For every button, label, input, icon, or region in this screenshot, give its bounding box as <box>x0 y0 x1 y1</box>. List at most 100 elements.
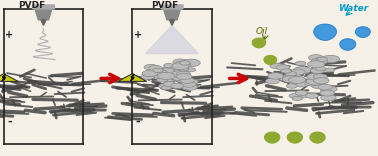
Circle shape <box>161 86 171 90</box>
Circle shape <box>278 75 291 81</box>
Circle shape <box>182 79 195 85</box>
Circle shape <box>164 63 174 68</box>
Circle shape <box>186 68 195 72</box>
Circle shape <box>292 80 310 87</box>
Circle shape <box>161 66 179 73</box>
Text: Oil: Oil <box>256 27 268 36</box>
Circle shape <box>156 70 167 75</box>
Circle shape <box>285 71 297 76</box>
Circle shape <box>182 59 200 67</box>
Polygon shape <box>146 26 198 54</box>
Circle shape <box>153 73 166 78</box>
Circle shape <box>322 86 337 92</box>
Circle shape <box>282 76 299 83</box>
Circle shape <box>183 79 198 85</box>
Circle shape <box>144 64 158 70</box>
Circle shape <box>170 75 184 81</box>
Circle shape <box>311 68 325 73</box>
Polygon shape <box>310 132 325 143</box>
Circle shape <box>318 84 332 90</box>
Circle shape <box>175 61 191 68</box>
Circle shape <box>163 82 176 87</box>
Circle shape <box>141 74 155 80</box>
Circle shape <box>276 65 290 70</box>
Circle shape <box>305 80 319 86</box>
Circle shape <box>292 97 302 101</box>
Circle shape <box>150 72 163 78</box>
Polygon shape <box>35 9 52 20</box>
Circle shape <box>164 83 176 88</box>
Circle shape <box>305 93 318 98</box>
Circle shape <box>159 83 171 88</box>
Circle shape <box>296 61 306 66</box>
Circle shape <box>153 68 163 73</box>
Circle shape <box>268 73 283 79</box>
Polygon shape <box>169 20 175 25</box>
Circle shape <box>171 73 189 81</box>
Polygon shape <box>253 38 265 48</box>
Circle shape <box>307 73 323 80</box>
Circle shape <box>173 59 187 65</box>
Polygon shape <box>314 24 336 40</box>
Polygon shape <box>130 74 134 81</box>
Circle shape <box>314 78 329 84</box>
Circle shape <box>287 84 297 88</box>
Circle shape <box>178 67 189 71</box>
Circle shape <box>149 65 163 71</box>
Circle shape <box>289 93 301 98</box>
Circle shape <box>281 69 291 73</box>
Circle shape <box>181 81 196 87</box>
Circle shape <box>325 68 335 72</box>
Circle shape <box>308 61 325 68</box>
Polygon shape <box>2 74 6 81</box>
Circle shape <box>171 83 184 89</box>
Polygon shape <box>264 56 276 64</box>
Circle shape <box>153 72 170 79</box>
Circle shape <box>160 68 174 74</box>
Circle shape <box>296 93 308 98</box>
Text: -: - <box>7 117 12 127</box>
Circle shape <box>321 94 336 101</box>
Circle shape <box>142 70 158 77</box>
FancyBboxPatch shape <box>161 5 183 9</box>
Text: +: + <box>5 30 14 40</box>
Circle shape <box>320 90 335 96</box>
Text: PVDF: PVDF <box>151 1 178 10</box>
Polygon shape <box>340 39 356 50</box>
Circle shape <box>316 57 325 61</box>
Polygon shape <box>265 132 280 143</box>
Circle shape <box>177 73 192 80</box>
Circle shape <box>313 74 327 80</box>
Text: PVDF: PVDF <box>19 1 46 10</box>
Circle shape <box>160 74 178 82</box>
Text: Water: Water <box>338 4 369 13</box>
Circle shape <box>311 58 327 65</box>
Circle shape <box>306 78 325 85</box>
Polygon shape <box>118 74 147 81</box>
Circle shape <box>175 67 189 73</box>
Circle shape <box>308 55 323 61</box>
Circle shape <box>289 76 306 83</box>
Circle shape <box>175 76 190 83</box>
Circle shape <box>270 63 284 69</box>
Circle shape <box>180 61 190 65</box>
Circle shape <box>315 66 326 71</box>
Polygon shape <box>287 132 302 143</box>
Circle shape <box>291 69 305 75</box>
Circle shape <box>282 77 295 82</box>
Circle shape <box>157 78 167 82</box>
Polygon shape <box>41 20 46 25</box>
Circle shape <box>311 82 326 89</box>
Circle shape <box>266 78 280 84</box>
Circle shape <box>180 78 194 83</box>
Circle shape <box>182 84 197 90</box>
Circle shape <box>294 67 311 74</box>
Circle shape <box>317 57 327 61</box>
Circle shape <box>158 72 175 80</box>
Circle shape <box>171 71 188 77</box>
Polygon shape <box>163 9 181 20</box>
Circle shape <box>172 63 189 70</box>
Circle shape <box>322 55 339 63</box>
Text: -: - <box>136 117 140 127</box>
Circle shape <box>179 61 189 65</box>
